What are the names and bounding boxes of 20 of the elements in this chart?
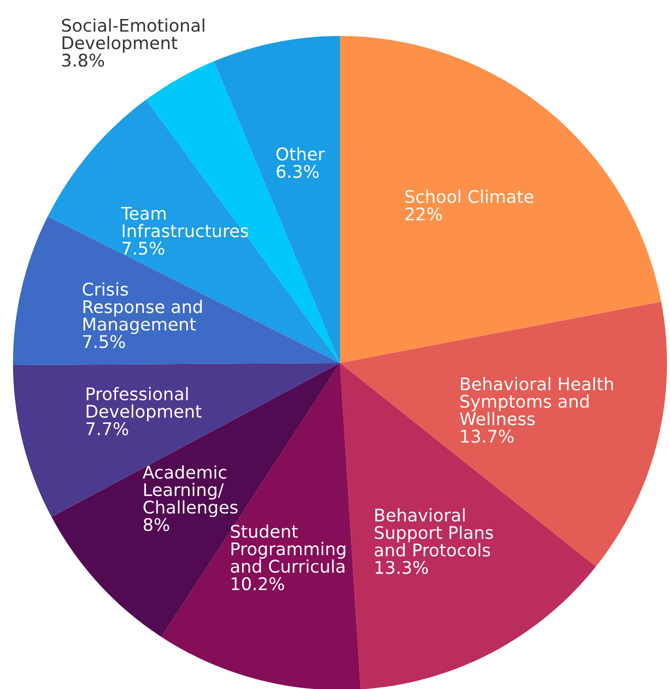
data-label: 22% bbox=[406, 207, 442, 221]
slice-label: Other bbox=[276, 147, 325, 161]
slice-label: Crisis Response and Management bbox=[82, 282, 202, 334]
slice-label: Behavioral Health Symptoms and Wellness bbox=[460, 376, 613, 426]
slice-label: Social-Emotional Development bbox=[62, 18, 204, 53]
data-label: 7.5% bbox=[83, 335, 125, 348]
data-label: 3.8% bbox=[62, 54, 104, 67]
data-label: 7.7% bbox=[86, 422, 128, 436]
slice-label: School Climate bbox=[405, 190, 534, 204]
data-label: 6.3% bbox=[276, 164, 319, 178]
data-label: 13.3% bbox=[376, 560, 428, 574]
slice-label: Professional Development bbox=[86, 386, 202, 422]
data-label: 10.2% bbox=[232, 577, 284, 590]
slice-label: Behavioral Support Plans and Protocols bbox=[374, 508, 493, 557]
slice-label: Student Programming and Curricula bbox=[230, 524, 346, 573]
data-label: 13.7% bbox=[461, 430, 514, 443]
slice-label: Academic Learning/ Challenges bbox=[142, 465, 238, 518]
slice-label: Team Infrastructures bbox=[121, 206, 248, 238]
data-label: 7.5% bbox=[122, 242, 164, 255]
data-label: 8% bbox=[144, 518, 170, 532]
